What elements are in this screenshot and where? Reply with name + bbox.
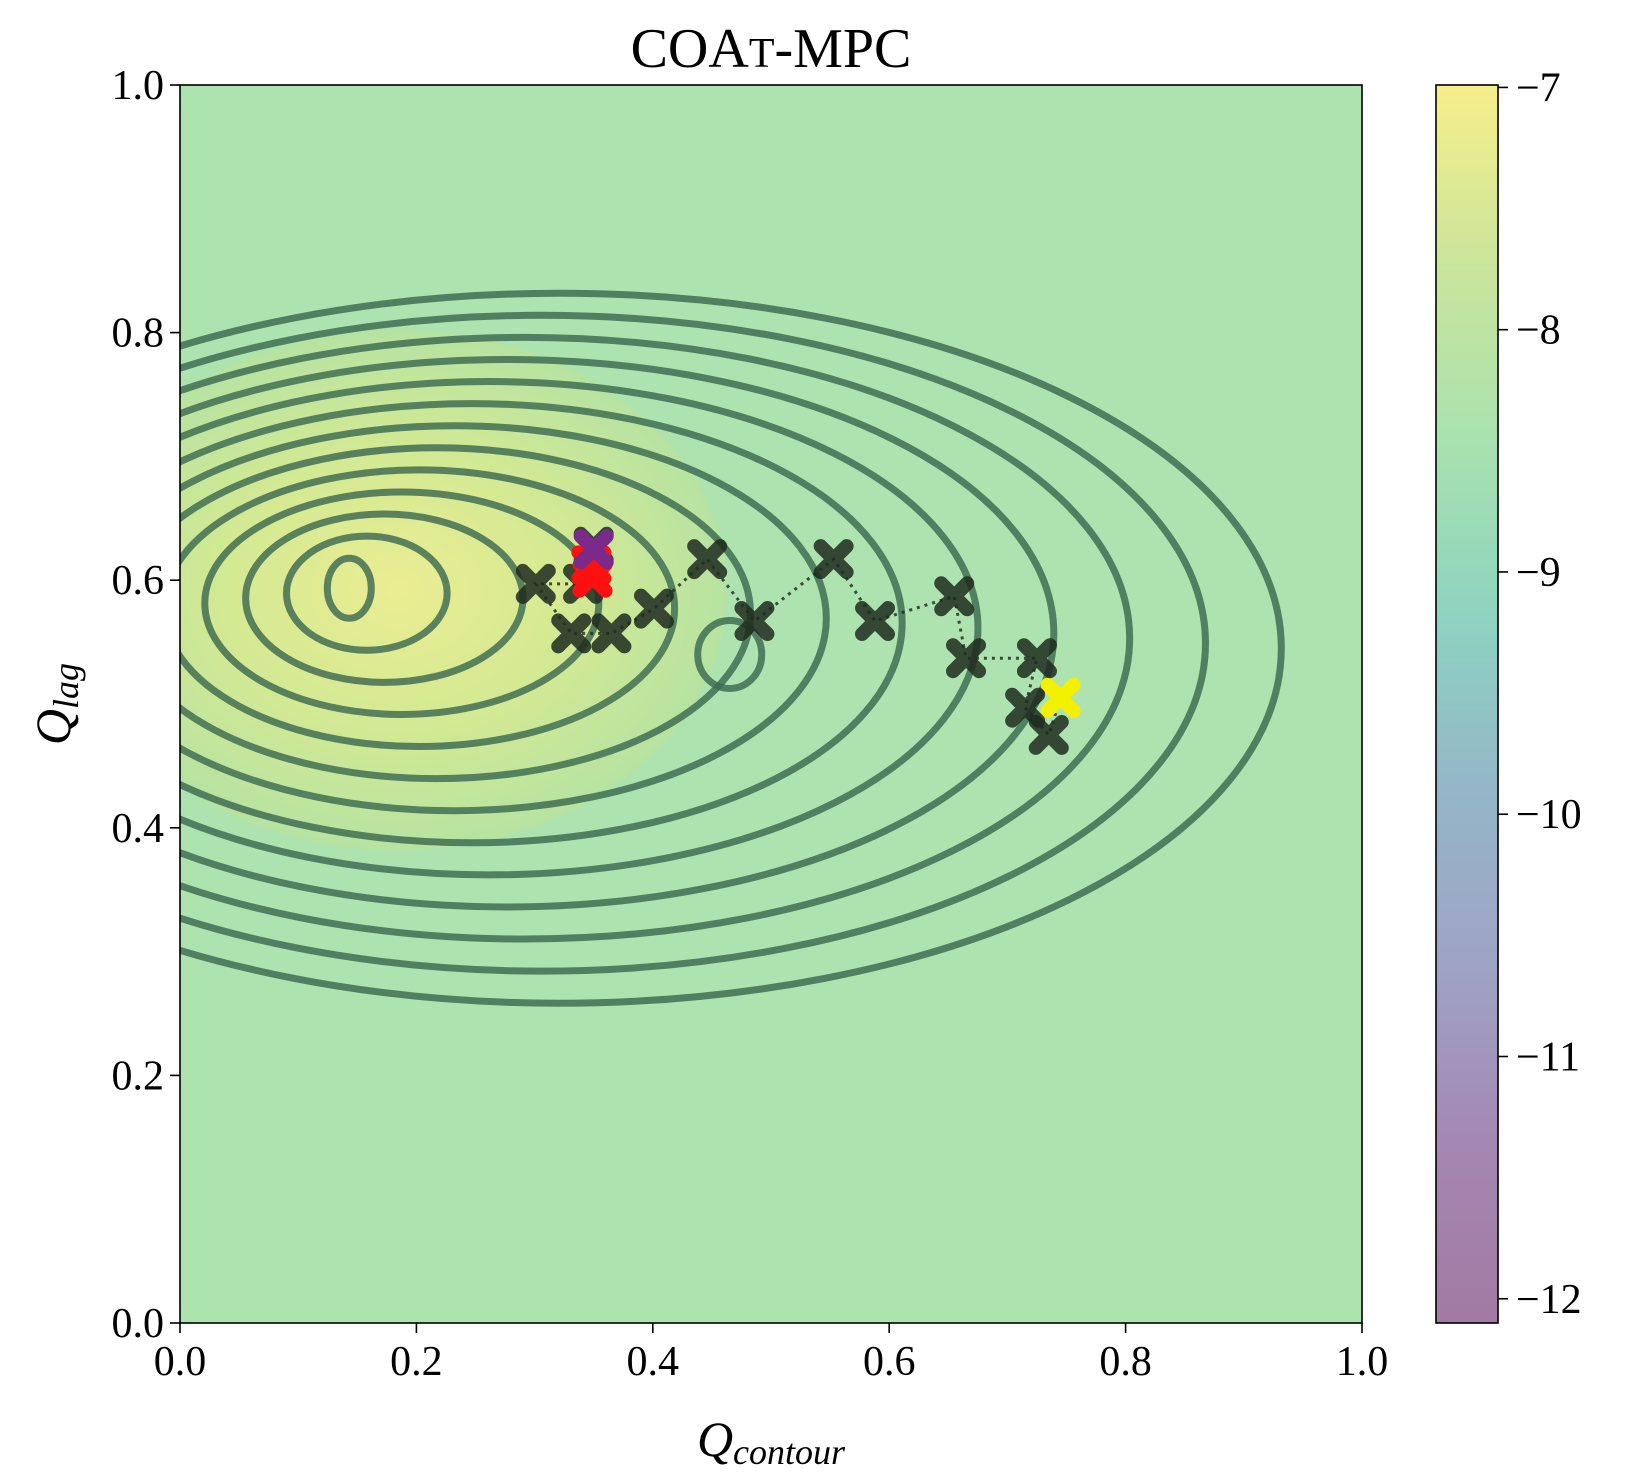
- contour-line: [180, 289, 1285, 1007]
- x-tick-label: 0.8: [1099, 1339, 1152, 1385]
- trajectory-marker: [813, 539, 854, 580]
- colorbar-tick-label: −8: [1516, 308, 1561, 354]
- y-tick-label: 0.8: [112, 311, 165, 357]
- trajectory-marker: [734, 601, 775, 642]
- trajectory-marker: [515, 563, 556, 604]
- y-tick-label: 0.2: [112, 1053, 165, 1099]
- contour-line: [323, 554, 375, 622]
- trajectory-marker: [934, 576, 975, 617]
- y-tick-label: 0.0: [112, 1301, 165, 1347]
- colorbar-tick-label: −9: [1516, 550, 1561, 596]
- contour-line: [282, 532, 451, 654]
- y-tick-label: 1.0: [112, 63, 165, 109]
- x-tick-label: 0.2: [390, 1339, 443, 1385]
- contour-line: [180, 311, 1209, 975]
- colorbar-tick-label: −7: [1516, 65, 1561, 111]
- contour-line: [180, 422, 830, 815]
- trajectory-layer: [515, 526, 1081, 755]
- trajectory-marker: [591, 613, 632, 654]
- contour-line: [180, 378, 982, 879]
- chart-title: COAT-MPC: [631, 18, 912, 80]
- trajectory-marker: [946, 638, 987, 679]
- contour-line: [180, 400, 906, 847]
- colorbar-tick-label: −10: [1516, 792, 1582, 838]
- trajectory-marker: [687, 539, 728, 580]
- plot-area: [179, 84, 1363, 1324]
- colorbar: −7 −8 −9 −10 −11 −12: [1435, 65, 1582, 1324]
- x-tick-label: 0.4: [627, 1339, 680, 1385]
- trajectory-marker: [633, 588, 674, 629]
- colorbar-tick-label: −12: [1516, 1277, 1582, 1323]
- trajectory-marker: [573, 529, 614, 570]
- trajectory-marker: [572, 557, 613, 598]
- colorbar-tick-label: −11: [1516, 1035, 1580, 1081]
- trajectory-marker: [1040, 677, 1081, 718]
- contour-line: [180, 466, 679, 750]
- plot-frame: [179, 84, 1363, 1324]
- trajectory-marker: [1016, 638, 1057, 679]
- secondary-contour-line: [694, 616, 766, 692]
- x-tick-label: 0.0: [154, 1339, 207, 1385]
- contour-line: [180, 333, 1133, 943]
- colorbar-ticks: −7 −8 −9 −10 −11 −12: [1498, 65, 1582, 1323]
- trajectory-marker: [551, 613, 592, 654]
- y-tick-label: 0.4: [112, 806, 165, 852]
- x-axis-label: Qcontour: [697, 1411, 846, 1472]
- y-tick-label: 0.6: [112, 558, 165, 604]
- trajectory-marker: [1005, 687, 1046, 728]
- contour-line: [180, 356, 1058, 911]
- x-tick-label: 1.0: [1336, 1339, 1389, 1385]
- y-axis-ticks: 0.0 0.2 0.4 0.6 0.8 1.0: [112, 63, 180, 1347]
- x-tick-label: 0.6: [863, 1339, 916, 1385]
- colorbar-fill: [1435, 84, 1499, 1324]
- y-axis-label: Qlag: [25, 663, 86, 745]
- trajectory-marker: [855, 601, 896, 642]
- x-axis-ticks: 0.0 0.2 0.4 0.6 0.8 1.0: [154, 1323, 1389, 1385]
